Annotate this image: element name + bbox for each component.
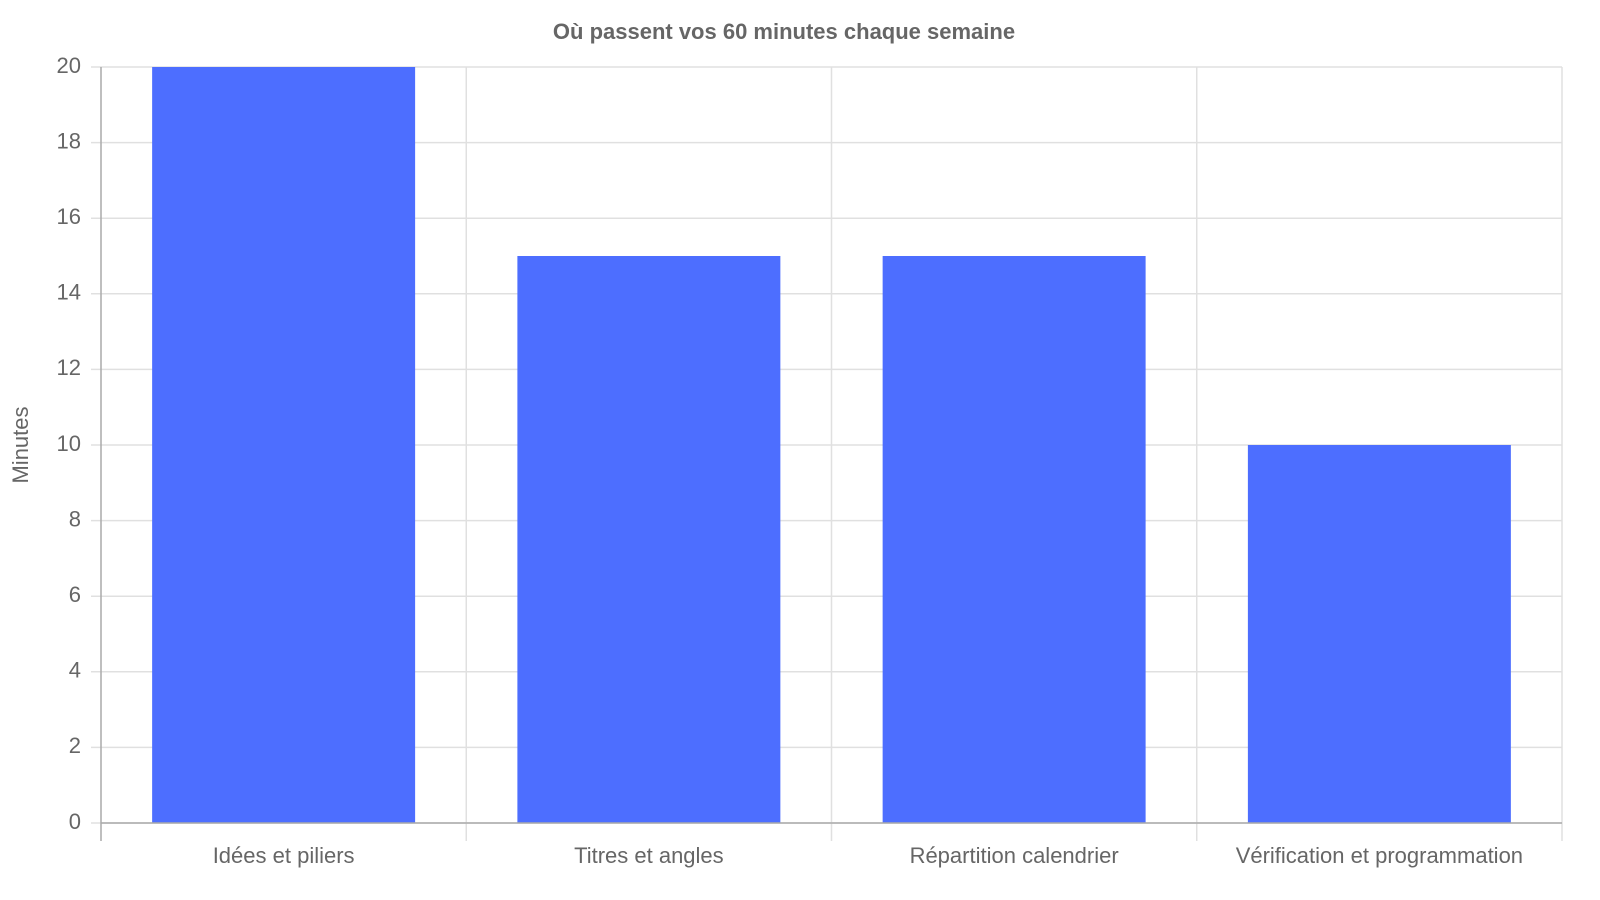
y-tick-label: 6 xyxy=(69,582,81,607)
bar xyxy=(882,256,1146,823)
x-tick-label: Idées et piliers xyxy=(213,843,355,868)
y-tick-label: 2 xyxy=(69,733,81,758)
chart-title: Où passent vos 60 minutes chaque semaine xyxy=(553,19,1015,44)
y-tick-label: 10 xyxy=(57,431,81,456)
x-tick-label: Vérification et programmation xyxy=(1236,843,1523,868)
bar xyxy=(1247,445,1511,823)
y-tick-label: 16 xyxy=(57,204,81,229)
y-tick-label: 14 xyxy=(57,280,81,305)
x-tick-label: Titres et angles xyxy=(574,843,724,868)
y-tick-label: 4 xyxy=(69,658,81,683)
y-tick-label: 8 xyxy=(69,506,81,531)
y-axis-label: Minutes xyxy=(8,406,33,483)
y-tick-label: 0 xyxy=(69,809,81,834)
x-tick-label: Répartition calendrier xyxy=(910,843,1119,868)
y-tick-label: 18 xyxy=(57,128,81,153)
bar xyxy=(152,67,416,823)
bar xyxy=(517,256,781,823)
y-tick-label: 12 xyxy=(57,355,81,380)
y-tick-label: 20 xyxy=(57,53,81,78)
